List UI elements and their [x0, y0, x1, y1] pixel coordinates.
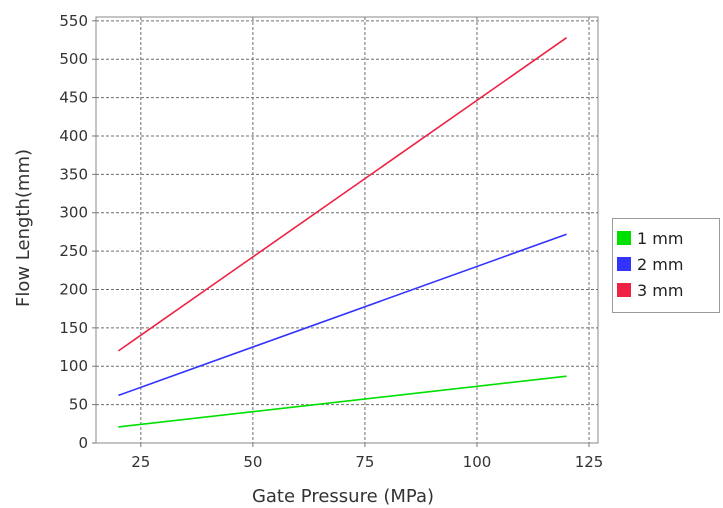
- series-line-1mm: [118, 375, 567, 428]
- x-tick-label: 75: [355, 453, 374, 471]
- y-axis: 0 50 100 150 200 250 300 350 400 450 500 550: [59, 12, 96, 452]
- y-tick-label: 50: [69, 396, 88, 414]
- legend-label-3mm: 3 mm: [637, 280, 684, 300]
- legend-item-1mm: 1 mm: [617, 225, 719, 251]
- x-axis-label: Gate Pressure (MPa): [252, 486, 434, 507]
- legend-label-2mm: 2 mm: [637, 254, 684, 274]
- y-tick-label: 0: [78, 434, 88, 452]
- x-tick-label: 100: [463, 453, 492, 471]
- y-tick-label: 100: [59, 357, 88, 375]
- y-tick-label: 200: [59, 280, 88, 298]
- y-tick-label: 250: [59, 242, 88, 260]
- legend: 1 mm 2 mm 3 mm: [612, 218, 720, 313]
- legend-item-2mm: 2 mm: [617, 251, 719, 277]
- legend-item-3mm: 3 mm: [617, 277, 719, 303]
- y-tick-label: 450: [59, 89, 88, 107]
- x-axis: 25 50 75 100 125: [131, 443, 603, 471]
- y-tick-label: 350: [59, 165, 88, 183]
- series-line-2mm: [118, 233, 567, 397]
- series-lines: [117, 37, 568, 428]
- x-tick-label: 50: [243, 453, 262, 471]
- y-tick-label: 550: [59, 12, 88, 30]
- y-tick-label: 150: [59, 319, 88, 337]
- legend-label-1mm: 1 mm: [637, 228, 684, 248]
- y-tick-label: 400: [59, 127, 88, 145]
- legend-swatch-2mm: [617, 257, 631, 271]
- series-line-3mm: [117, 37, 568, 352]
- legend-swatch-1mm: [617, 231, 631, 245]
- plot-area: [95, 16, 599, 444]
- x-tick-label: 25: [131, 453, 150, 471]
- x-tick-label: 125: [575, 453, 604, 471]
- y-axis-label: Flow Length(mm): [13, 149, 34, 307]
- legend-swatch-3mm: [617, 283, 631, 297]
- y-tick-label: 500: [59, 50, 88, 68]
- grid-lines: [96, 17, 598, 444]
- y-tick-label: 300: [59, 204, 88, 222]
